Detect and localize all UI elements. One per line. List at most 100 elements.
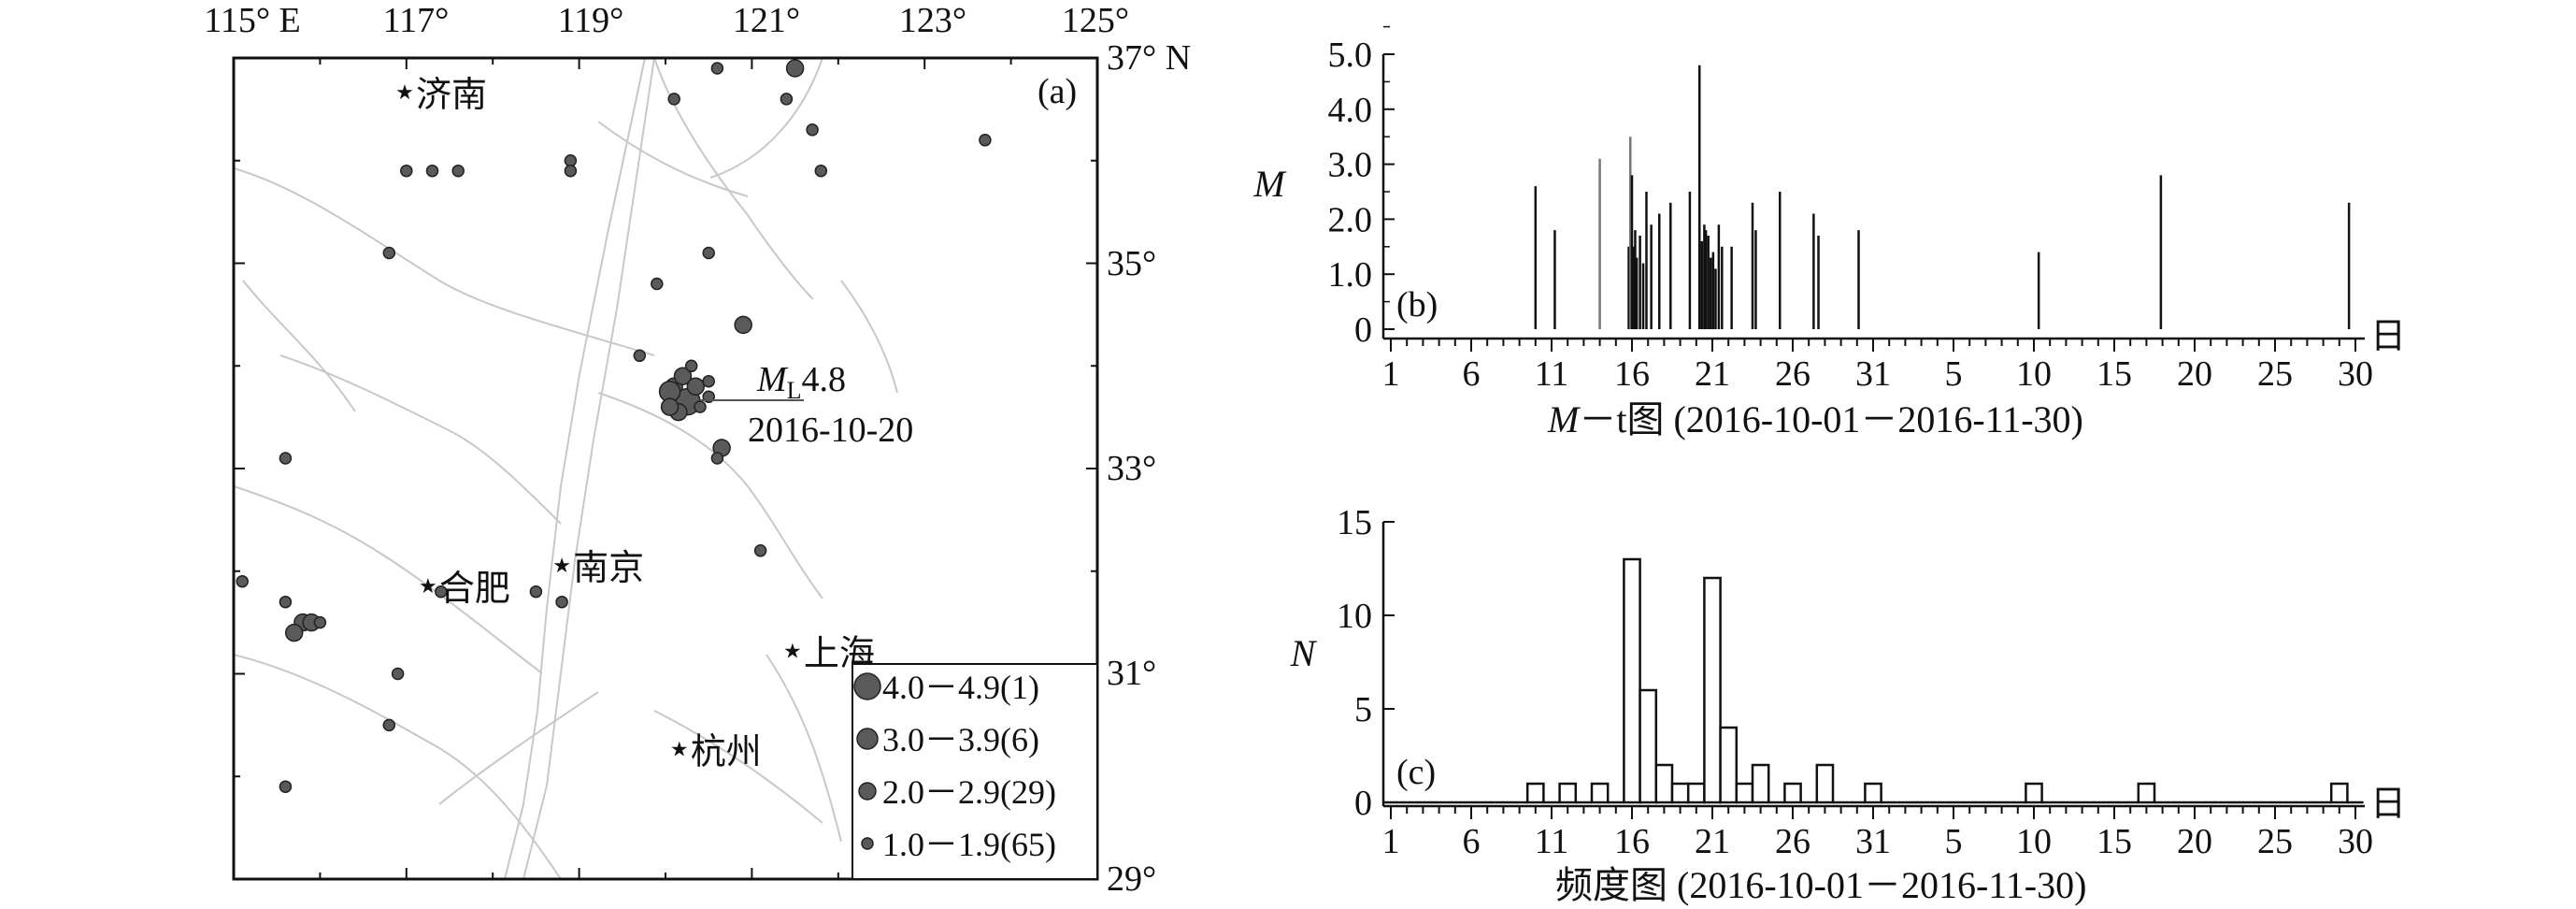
epicenter-marker [284, 623, 304, 642]
freq-y-axis-title: N [1290, 632, 1318, 674]
epicenter-marker [694, 400, 707, 413]
fault-line [233, 485, 543, 674]
epicenter-marker [780, 93, 794, 106]
y-tick-label: 3.0 [1328, 146, 1373, 185]
mainshock-magnitude-label: ML4.8 [756, 360, 846, 404]
epicenter-marker [734, 315, 752, 335]
epicenter-marker [660, 397, 680, 416]
fault-line [233, 167, 655, 356]
legend-marker [858, 782, 877, 801]
x-tick-label: 1 [1382, 822, 1400, 861]
x-tick-label: 16 [1614, 354, 1650, 394]
mt-x-unit: 日 [2370, 317, 2406, 356]
legend-marker [856, 728, 879, 750]
city-star-icon: ★ [670, 738, 689, 761]
legend-label: 2.0－2.9(29) [882, 773, 1056, 811]
mt-panel: 5.04.03.02.01.00 1 6 11 16 21 26 31 5 10 15 20 25 30… [1252, 25, 2406, 440]
mt-caption: M－t图 (2016-10-01－2016-11-30) [1547, 398, 2083, 440]
x-tick-label: 30 [2338, 822, 2373, 861]
frequency-bar [2137, 782, 2156, 804]
x-tick-label: 21 [1695, 354, 1730, 394]
panel-label-c: (c) [1396, 753, 1436, 792]
fault-line [279, 354, 562, 525]
epicenter-marker [979, 134, 992, 147]
lat-tick-label: 29° [1107, 859, 1156, 899]
epicenter-marker [806, 123, 819, 137]
fault-line [438, 691, 599, 805]
y-tick-label: 2.0 [1328, 200, 1373, 239]
frequency-bar [1703, 576, 1722, 804]
freq-bars [1382, 557, 2364, 804]
x-tick-label: 11 [1535, 822, 1569, 861]
city-label: 济南 [416, 76, 487, 115]
lon-tick-label: 125° [1062, 1, 1129, 40]
map-panel: 115° E 117° 119° 121° 123° 125° 37° N 35… [204, 1, 1191, 899]
epicenter-marker [425, 164, 439, 178]
fault-line [766, 654, 842, 843]
frequency-bar [1670, 782, 1690, 804]
mt-y-ticks: 5.0 4.0 3.0 2.0 1.0 0 [1328, 25, 1395, 350]
y-tick-label: 5.0 [1328, 36, 1373, 75]
epicenter-marker [702, 246, 715, 260]
epicenter-marker [555, 595, 568, 609]
epicenter-marker [279, 780, 293, 793]
fault-line [597, 121, 749, 197]
legend-label: 3.0－3.9(6) [882, 721, 1039, 758]
y-tick-label: 5 [1354, 690, 1372, 729]
fault-line [709, 57, 823, 179]
epicenter-marker [686, 377, 706, 396]
epicenter-marker [785, 59, 805, 78]
city-star-icon: ★ [395, 80, 414, 104]
frequency-bar [1719, 726, 1739, 804]
frequency-bar [1783, 782, 1802, 804]
legend-marker [853, 672, 881, 700]
epicenter-marker [391, 667, 405, 681]
y-tick-label: 1.0 [1328, 255, 1373, 295]
epicenter-marker [313, 615, 327, 629]
city-label: 合肥 [439, 570, 510, 609]
x-tick-label: 5 [1945, 354, 1963, 394]
mt-magnitude-stems [1534, 65, 2351, 329]
x-tick-label: 20 [2177, 822, 2212, 861]
epicenter-marker [564, 164, 578, 178]
epicenter-marker [279, 595, 293, 609]
epicenter-marker [633, 349, 647, 363]
frequency-bar [1751, 763, 1770, 804]
freq-y-ticks: 15 10 5 0 [1337, 503, 1395, 823]
epicenter-marker [814, 164, 828, 178]
lon-tick-label: 123° [899, 1, 966, 40]
y-tick-label: 0 [1354, 310, 1372, 350]
x-tick-label: 25 [2257, 822, 2293, 861]
map-legend [852, 663, 1098, 880]
mt-y-axis-title: M [1252, 163, 1287, 205]
frequency-bar [1654, 763, 1674, 804]
y-tick-label: 10 [1337, 597, 1372, 636]
x-tick-label: 15 [2097, 822, 2132, 861]
x-tick-label: 11 [1535, 354, 1569, 394]
epicenter-marker [710, 452, 724, 465]
epicenter-marker [382, 718, 396, 732]
x-tick-label: 6 [1463, 354, 1481, 394]
frequency-bar [2329, 782, 2349, 804]
x-tick-label: 26 [1775, 822, 1810, 861]
lat-tick-label: 31° [1107, 654, 1156, 693]
frequency-bar [1639, 688, 1658, 804]
frequency-bar [1735, 782, 1754, 804]
y-tick-label: 15 [1337, 503, 1372, 542]
frequency-bar [1623, 557, 1641, 804]
frequency-bar [1558, 782, 1578, 804]
fault-line [233, 654, 562, 880]
epicenter-marker [710, 62, 724, 75]
x-tick-label: 31 [1855, 822, 1891, 861]
fault-line [653, 710, 823, 824]
epicenter-marker [529, 584, 543, 599]
x-tick-label: 16 [1614, 822, 1650, 861]
x-tick-label: 1 [1382, 354, 1400, 394]
epicenter-marker [702, 374, 715, 388]
epicenter-marker [651, 277, 664, 291]
x-tick-label: 15 [2097, 354, 2132, 394]
y-tick-label: 4.0 [1328, 91, 1373, 130]
fault-line [840, 280, 898, 394]
